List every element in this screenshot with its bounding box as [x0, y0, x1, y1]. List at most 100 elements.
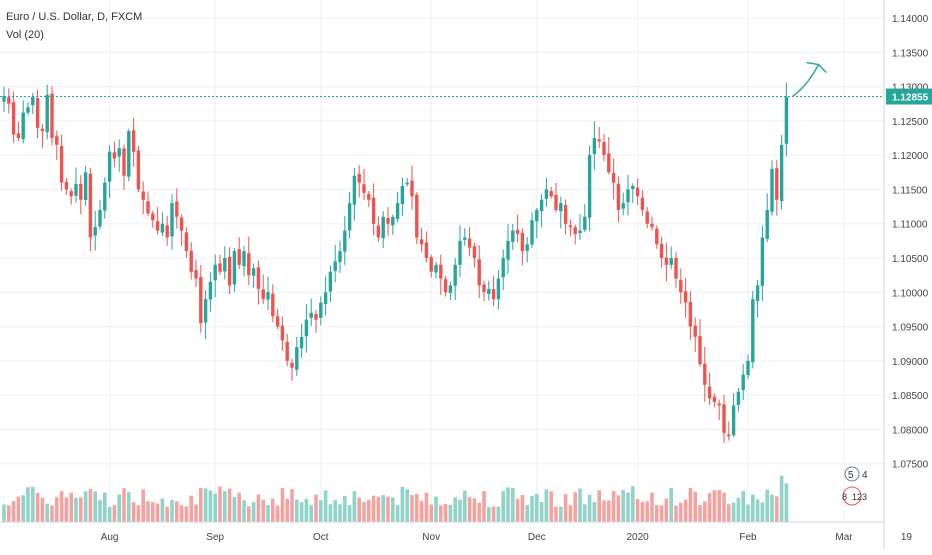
volume-bar	[611, 491, 616, 522]
candle-body	[770, 168, 774, 212]
volume-bar	[410, 495, 414, 522]
volume-bar	[304, 498, 309, 522]
volume-bar	[11, 501, 16, 522]
volume-bar	[664, 498, 669, 522]
volume-bar	[482, 491, 486, 522]
volume-bar	[616, 495, 621, 522]
candle-body	[213, 264, 217, 281]
time-tick-label: Feb	[739, 532, 757, 543]
volume-bar	[544, 489, 549, 522]
volume-bar	[434, 496, 438, 522]
price-axis[interactable]: 1.14000 1.13500 1.13000 1.12500 1.12000 1.115…	[883, 0, 932, 550]
candle-body	[400, 186, 405, 204]
volume-bar	[755, 499, 760, 522]
volume-bar	[487, 506, 491, 522]
volume-bar	[184, 506, 189, 522]
volume-bar	[59, 491, 64, 522]
candle-body	[659, 243, 664, 258]
volume-bar	[746, 504, 750, 522]
symbol-title[interactable]: Euro / U.S. Dollar, D, FXCM	[6, 11, 143, 23]
volume-bar	[424, 492, 429, 522]
candle-body	[323, 292, 328, 304]
volume-bar	[165, 506, 169, 522]
volume-bar	[578, 488, 582, 522]
price-tick-label: 1.08500	[892, 391, 929, 402]
candle-body	[573, 227, 577, 234]
candle-body	[487, 288, 491, 295]
volume-bar	[352, 491, 357, 522]
volume-bar	[218, 486, 222, 522]
volume-bar	[395, 505, 400, 522]
volume-bar	[727, 504, 731, 522]
volume-bar	[35, 492, 40, 522]
volume-bar	[535, 493, 539, 522]
volume-bar	[674, 505, 678, 522]
event-count-1: 5	[848, 470, 854, 481]
candle-body	[79, 183, 83, 200]
volume-bar	[319, 500, 323, 522]
volume-bar	[50, 505, 54, 522]
candle-body	[717, 403, 721, 406]
candle-body	[242, 251, 246, 267]
volume-bar	[103, 492, 107, 522]
candle-body	[314, 314, 318, 320]
candle-body	[69, 191, 73, 197]
volume-bar	[635, 499, 640, 522]
price-tick-label: 1.08000	[892, 425, 929, 436]
price-tick-label: 1.11000	[892, 220, 928, 231]
time-tick-label: Aug	[101, 532, 119, 543]
volume-bar	[645, 501, 649, 522]
candle-body	[635, 187, 640, 197]
volume-bar	[650, 492, 654, 522]
time-tick-label: Nov	[422, 532, 440, 543]
candle-body	[611, 173, 616, 183]
volume-bar	[343, 495, 347, 522]
candle-body	[371, 197, 376, 224]
event-icon-2	[842, 486, 862, 506]
candle-body	[477, 259, 481, 286]
candle-body	[443, 279, 448, 293]
candle-body	[26, 107, 30, 113]
volume-bar	[290, 489, 294, 522]
volume-bar	[333, 499, 337, 522]
volume-bar	[40, 497, 45, 522]
candle-body	[170, 203, 174, 237]
candle-body	[103, 182, 107, 211]
volume-bar	[127, 492, 131, 522]
candle-body	[74, 183, 78, 196]
candle-body	[448, 285, 453, 293]
volume-bar	[515, 498, 520, 522]
candle-body	[712, 396, 717, 402]
volume-bar	[338, 504, 342, 522]
volume-bar	[7, 505, 11, 522]
volume-bar	[367, 499, 371, 522]
volume-bar	[146, 501, 150, 522]
candle-body	[357, 173, 361, 183]
candle-body	[59, 145, 64, 183]
candle-body	[55, 136, 59, 145]
last-price-label: 1.12855	[892, 93, 929, 104]
volume-bar	[98, 500, 102, 522]
candle-body	[410, 180, 414, 197]
candle-body	[285, 341, 289, 361]
price-tick-label: 1.12000	[892, 151, 929, 162]
volume-bars	[2, 475, 789, 522]
candle-body	[141, 191, 145, 200]
events-annotation[interactable]: 5 4 8 123	[842, 466, 868, 506]
volume-bar	[381, 495, 385, 522]
trend-arrow-drawing[interactable]	[791, 61, 827, 98]
candle-body	[578, 230, 582, 234]
volume-bar	[189, 495, 193, 522]
price-tick-label: 1.11500	[892, 185, 928, 196]
time-tick-label: 2020	[626, 532, 649, 543]
candle-body	[655, 228, 659, 245]
volume-bar	[31, 486, 35, 522]
time-axis[interactable]: Aug Sep Oct Nov Dec 2020 Feb Mar 19	[0, 521, 912, 543]
candle-body	[280, 325, 285, 341]
candle-body	[626, 189, 630, 203]
volume-bar	[693, 491, 697, 522]
volume-indicator-label[interactable]: Vol (20)	[6, 29, 44, 41]
candle-body	[151, 213, 155, 221]
